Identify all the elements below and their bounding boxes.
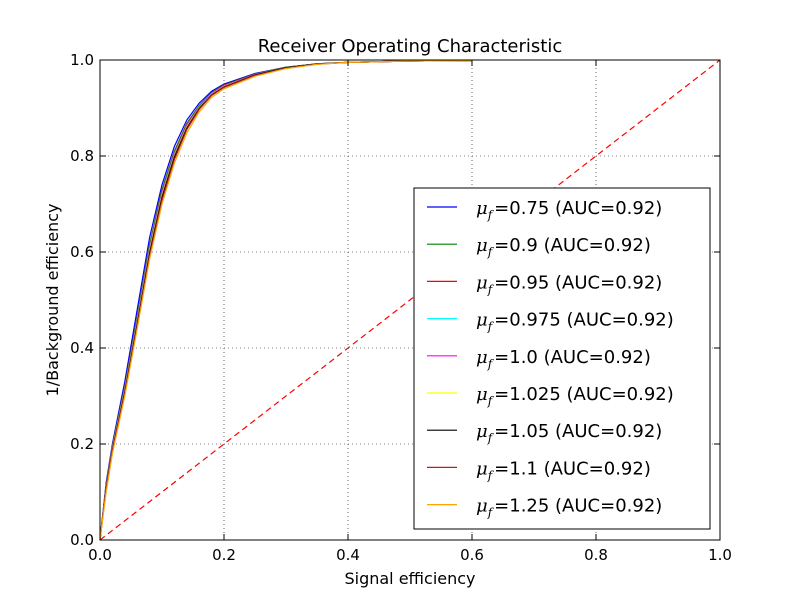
ticks: 0.0 0.2 0.4 0.6 0.8 1.0 0.0 0.2 0.4 0.6 0.8 1.0 [70, 51, 732, 564]
legend-label: μf =1.05 (AUC=0.92) [476, 421, 662, 445]
legend-label: μf =0.975 (AUC=0.92) [476, 310, 674, 334]
x-tick-label: 0.4 [336, 546, 360, 564]
chart-title: Receiver Operating Characteristic [258, 36, 563, 57]
y-tick-label: 1.0 [70, 51, 94, 69]
x-tick-label: 1.0 [708, 546, 732, 564]
x-axis-label: Signal efficiency [344, 569, 475, 588]
legend-label: μf =1.1 (AUC=0.92) [476, 458, 651, 482]
legend-label: μf =0.95 (AUC=0.92) [476, 272, 662, 296]
x-tick-label: 0.2 [212, 546, 236, 564]
curves [100, 60, 473, 540]
x-tick-label: 0.8 [584, 546, 608, 564]
legend-label: μf =0.75 (AUC=0.92) [476, 198, 662, 222]
legend-box [413, 187, 711, 530]
y-tick-label: 0.8 [70, 147, 94, 165]
legend-label: μf =1.25 (AUC=0.92) [476, 496, 662, 520]
legend-label: μf =1.025 (AUC=0.92) [476, 384, 674, 408]
reference-diagonal-line [100, 60, 720, 540]
x-tick-label: 0.6 [460, 546, 484, 564]
y-tick-label: 0.0 [70, 531, 94, 549]
legend-label: μf =0.9 (AUC=0.92) [476, 235, 651, 259]
legend-label: μf =1.0 (AUC=0.92) [476, 347, 651, 371]
y-tick-label: 0.2 [70, 435, 94, 453]
plot-frame [99, 59, 721, 541]
legend: μf =0.75 (AUC=0.92) μf =0.9 (AUC=0.92) μf =0.… [413, 187, 711, 530]
y-tick-label: 0.4 [70, 339, 94, 357]
y-axis-label: 1/Background efficiency [43, 204, 62, 397]
reference-line-group [100, 60, 720, 540]
roc-curve-9 [100, 60, 473, 540]
x-tick-label: 0.0 [88, 546, 112, 564]
y-tick-label: 0.6 [70, 243, 94, 261]
